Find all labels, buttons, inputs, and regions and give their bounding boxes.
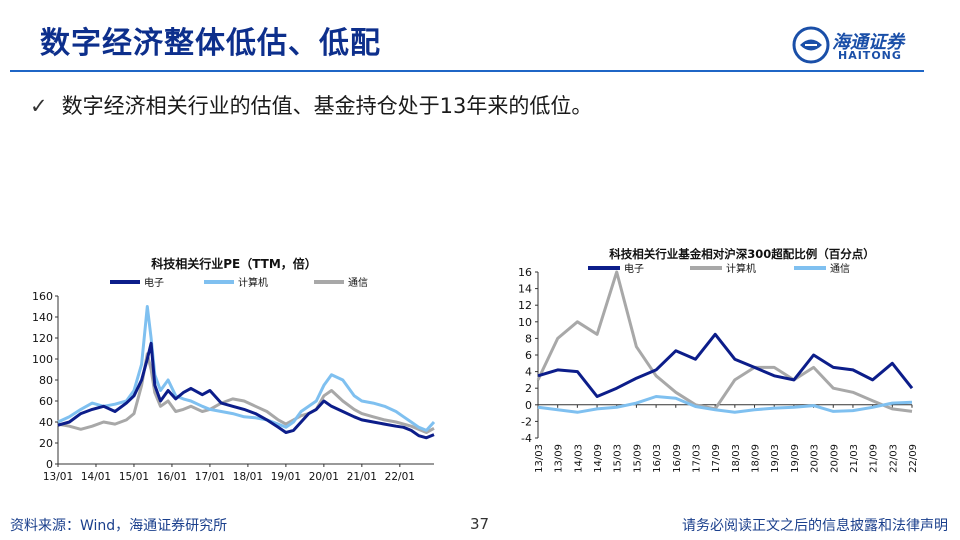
series-line-通信 xyxy=(537,395,913,414)
x-tick-label: 13/01 xyxy=(43,471,73,483)
x-tick-label: 15/09 xyxy=(632,444,643,473)
x-tick-label: 22/09 xyxy=(908,444,919,473)
y-tick-label: 100 xyxy=(32,353,53,366)
x-tick-label: 20/09 xyxy=(829,444,840,473)
logo-english-text: HAITONG xyxy=(838,49,902,62)
y-tick-label: 140 xyxy=(32,311,53,324)
series-line-计算机 xyxy=(536,270,913,413)
x-tick-label: 14/09 xyxy=(593,444,604,473)
legend-label: 电子 xyxy=(144,276,164,289)
bullet-point: ✓ 数字经济相关行业的估值、基金持仓处于13年来的低位。 xyxy=(30,90,592,120)
source-note: 资料来源：Wind，海通证券研究所 xyxy=(10,518,228,534)
y-tick-label: 14 xyxy=(518,283,532,296)
page-title: 数字经济整体低估、低配 xyxy=(40,26,381,61)
y-tick-label: -4 xyxy=(521,432,532,445)
chart-title: 科技相关行业基金相对沪深300超配比例（百分点） xyxy=(609,247,875,261)
legend-label: 通信 xyxy=(348,277,368,289)
x-tick-label: 13/03 xyxy=(534,444,545,473)
x-tick-label: 22/03 xyxy=(888,444,899,473)
y-tick-label: 10 xyxy=(518,316,532,329)
y-tick-label: 60 xyxy=(39,395,53,408)
x-tick-label: 14/01 xyxy=(81,471,111,483)
series-line-通信 xyxy=(57,352,435,434)
x-tick-label: 19/03 xyxy=(770,444,781,473)
x-tick-label: 19/01 xyxy=(271,471,301,483)
y-tick-label: 6 xyxy=(525,349,532,362)
haitong-emblem-icon xyxy=(792,26,830,64)
y-tick-label: 8 xyxy=(525,332,532,345)
y-tick-label: 20 xyxy=(39,437,53,450)
x-tick-label: 15/01 xyxy=(119,471,149,483)
y-tick-label: -2 xyxy=(521,415,532,428)
x-tick-label: 16/09 xyxy=(672,444,683,473)
y-tick-label: 0 xyxy=(46,458,53,471)
series-line-计算机 xyxy=(57,305,436,432)
x-tick-label: 13/09 xyxy=(554,444,565,473)
x-tick-label: 16/01 xyxy=(157,471,187,483)
logo-chinese-text: 海通证券 xyxy=(832,32,904,53)
x-tick-label: 18/03 xyxy=(731,444,742,473)
page-number: 37 xyxy=(470,515,490,533)
x-tick-label: 22/01 xyxy=(385,471,415,483)
y-tick-label: 2 xyxy=(525,382,532,395)
y-tick-label: 80 xyxy=(39,374,53,387)
haitong-logo: 海通证券 HAITONG xyxy=(792,26,932,66)
x-tick-label: 14/03 xyxy=(573,444,584,473)
checkmark-icon: ✓ xyxy=(30,94,48,118)
header-rule xyxy=(10,70,924,72)
x-tick-label: 21/03 xyxy=(849,444,860,473)
x-tick-label: 17/09 xyxy=(711,444,722,473)
x-tick-label: 18/01 xyxy=(233,471,263,483)
y-tick-label: 12 xyxy=(518,299,532,312)
x-tick-label: 20/01 xyxy=(309,471,339,483)
y-tick-label: 40 xyxy=(39,416,53,429)
x-tick-label: 16/03 xyxy=(652,444,663,473)
chart-title: 科技相关行业PE（TTM，倍） xyxy=(151,256,317,271)
series-line-电子 xyxy=(537,332,914,398)
y-tick-label: 0 xyxy=(525,399,532,412)
legend-label: 通信 xyxy=(830,263,850,275)
y-tick-label: 16 xyxy=(518,266,532,279)
y-tick-label: 160 xyxy=(32,290,53,303)
x-tick-label: 15/03 xyxy=(613,444,624,473)
y-tick-label: 4 xyxy=(525,366,532,379)
bullet-text: 数字经济相关行业的估值、基金持仓处于13年来的低位。 xyxy=(61,94,593,118)
disclaimer-note: 请务必阅读正文之后的信息披露和法律声明 xyxy=(682,518,948,534)
fund-overweight-chart: 科技相关行业基金相对沪深300超配比例（百分点）电子 计算机 通信 -4 -2 0 2 4 6 8… xyxy=(518,247,919,473)
x-tick-label: 17/01 xyxy=(195,471,225,483)
x-tick-label: 21/01 xyxy=(347,471,377,483)
legend-label: 计算机 xyxy=(726,262,756,275)
legend-label: 电子 xyxy=(624,262,644,275)
x-tick-label: 17/03 xyxy=(691,444,702,473)
x-tick-label: 19/09 xyxy=(790,444,801,473)
legend-label: 计算机 xyxy=(238,276,268,289)
pe-chart: 科技相关行业PE（TTM，倍） 电子 计算机 通信 0 20 40 60 80 100 120 140… xyxy=(32,256,436,483)
x-tick-label: 18/09 xyxy=(751,444,762,473)
x-tick-label: 20/03 xyxy=(810,444,821,473)
series-line-电子 xyxy=(57,341,435,440)
x-tick-label: 21/09 xyxy=(869,444,880,473)
y-tick-label: 120 xyxy=(32,332,53,345)
